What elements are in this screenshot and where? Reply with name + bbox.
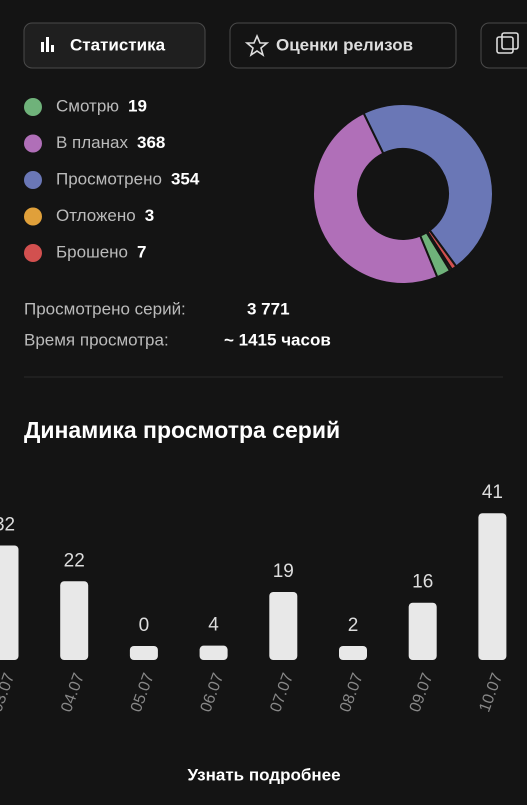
bar-value-label: 19: [273, 561, 294, 582]
tab-more[interactable]: [480, 22, 527, 69]
tab-label: Статистика: [70, 35, 166, 54]
tab-statistics[interactable]: Статистика: [23, 22, 206, 69]
bar: [408, 602, 437, 660]
pie-slice: [362, 103, 494, 268]
icon: [41, 42, 44, 52]
legend-label: Смотрю: [56, 96, 119, 115]
legend-value: 7: [137, 242, 146, 261]
legend-dot: [24, 98, 42, 116]
bar-value-label: 16: [412, 572, 433, 593]
tab-ratings[interactable]: Оценки релизов: [229, 22, 457, 69]
tab-box: [480, 22, 527, 69]
tab-box: [229, 22, 457, 69]
bar: [0, 545, 19, 660]
legend-label: Просмотрено: [56, 169, 162, 188]
bar: [339, 646, 367, 660]
legend-label: В планах: [56, 133, 128, 152]
icon: [501, 32, 519, 50]
section-title: Динамика просмотра серий: [24, 417, 340, 443]
bar-value-label: 22: [64, 550, 85, 571]
legend-value: 368: [137, 133, 165, 152]
legend-value: 354: [171, 169, 200, 188]
bar: [478, 513, 507, 660]
bar-value-label: 0: [139, 615, 150, 636]
bar-value-label: 2: [348, 615, 359, 636]
legend-dot: [24, 207, 42, 226]
legend-dot: [24, 171, 42, 189]
legend-dot: [24, 244, 42, 262]
icon: [496, 36, 514, 54]
bar-value-label: 32: [0, 514, 15, 535]
legend-dot: [24, 134, 42, 153]
legend-value: 19: [128, 96, 147, 115]
bar: [129, 646, 158, 660]
summary-label: Время просмотра:: [24, 330, 169, 349]
bar: [269, 591, 298, 660]
legend-value: 3: [145, 206, 154, 225]
summary-value: ~ 1415 часов: [224, 330, 331, 349]
bar: [60, 581, 89, 660]
legend-label: Отложено: [56, 206, 136, 225]
summary-value: 3 771: [247, 299, 290, 318]
bar: [199, 645, 228, 660]
icon: [244, 33, 270, 57]
tab-label: Оценки релизов: [276, 35, 413, 54]
tab-box: [23, 22, 206, 69]
legend-label: Брошено: [56, 242, 128, 261]
icon: [51, 45, 54, 52]
pie-slice: [312, 111, 439, 285]
bar-value-label: 4: [208, 615, 219, 636]
bar-value-label: 41: [482, 482, 503, 503]
more-link[interactable]: Узнать подробнее: [187, 765, 340, 784]
icon: [46, 37, 49, 52]
summary-label: Просмотрено серий:: [24, 299, 186, 318]
